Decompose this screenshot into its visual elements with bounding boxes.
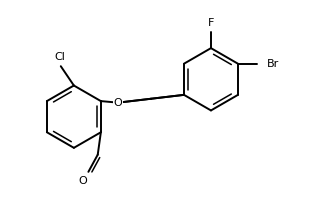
Text: F: F	[208, 18, 214, 28]
Text: Cl: Cl	[54, 52, 65, 62]
Text: Br: Br	[267, 59, 279, 69]
Text: O: O	[78, 177, 87, 187]
Text: O: O	[114, 98, 122, 108]
